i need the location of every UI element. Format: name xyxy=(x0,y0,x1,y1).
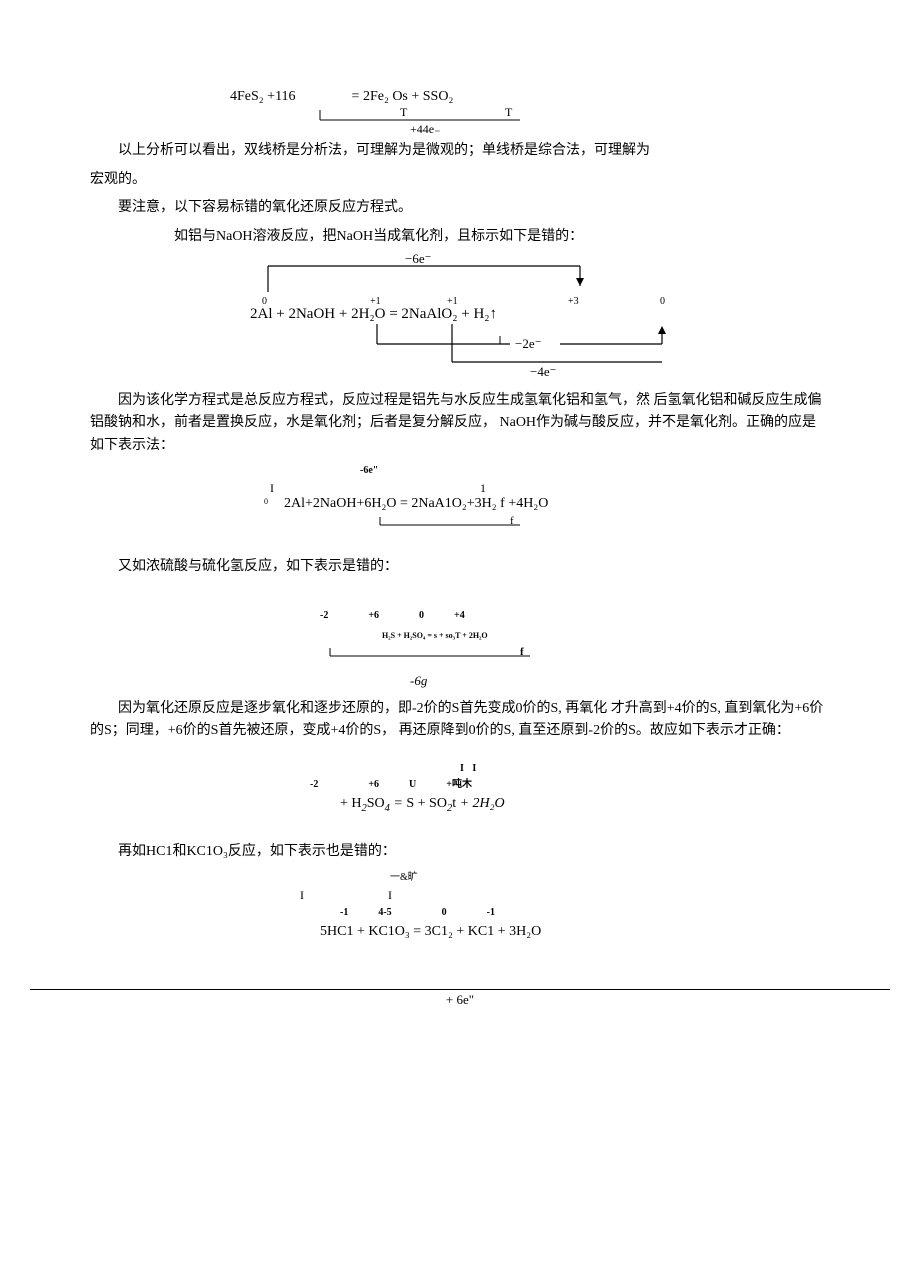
eq4-text: H₂S + H₂SO₄ = s + so₃T + 2H₂O xyxy=(382,631,488,640)
eq4-bot: -6g xyxy=(410,671,680,692)
svg-text:T: T xyxy=(400,108,408,119)
eq1-main: 4FeS₂ +116 = 2Fe₂ Os + SSO₂ xyxy=(230,86,630,108)
para-1: 以上分析可以看出，双线桥是分析法，可理解为是微观的；单线桥是综合法，可理解为 xyxy=(90,140,830,162)
eq3-top: -6e" xyxy=(360,463,690,479)
svg-text:2Al + 2NaOH + 2H₂O = 2Na: 2Al + 2NaOH + 2H₂O = 2NaAlO₂ + H₂↑ xyxy=(250,306,497,322)
svg-text:−6e⁻: −6e⁻ xyxy=(405,254,431,266)
para-1-text: 以上分析可以看出，双线桥是分析法，可理解为是微观的；单线桥是综合法，可理解为 xyxy=(118,143,650,158)
eq5-ticks: I I xyxy=(460,761,690,777)
footer-text: + 6e" xyxy=(0,990,920,1011)
eq5-ox: -2 +6 U +吨木 xyxy=(310,777,690,793)
svg-text:f: f xyxy=(510,516,514,527)
svg-text:+3: +3 xyxy=(568,296,579,307)
svg-text:0: 0 xyxy=(660,296,665,307)
eq4-ox: -2 +6 0 +4 xyxy=(320,608,680,624)
equation-3: -6e" I 1 0 2Al+2NaOH+6H₂O = 2NaA1O₂+3H₂ … xyxy=(270,463,690,542)
eq6-ox: -1 4-5 0 -1 xyxy=(340,905,700,921)
equation-5: I I -2 +6 U +吨木 + H2SO4 = S + SO2t + 2H₂… xyxy=(310,761,690,818)
eq4-bracket: f xyxy=(320,647,600,663)
para-4: 因为该化学方程式是总反应方程式，反应过程是铝先与水反应生成氢氧化铝和氢气，然 后… xyxy=(90,390,830,457)
equation-6: 一&旷 I I -1 4-5 0 -1 5HC1 + KC1O₃ = 3C1₂ … xyxy=(300,870,700,944)
para-1b: 宏观的。 xyxy=(90,169,830,191)
para-6: 因为氧化还原反应是逐步氧化和逐步还原的，即-2价的S首先变成0价的S, 再氧化 … xyxy=(90,698,830,743)
para-2: 要注意，以下容易标错的氧化还原反应方程式。 xyxy=(90,197,830,219)
eq3-bracket: f xyxy=(270,516,570,534)
equation-4: -2 +6 0 +4 H₂S + H₂SO₄ = s + so₃T + 2H₂O… xyxy=(320,608,680,692)
eq1-label: +44e₋ xyxy=(410,122,440,134)
para-5: 又如浓硫酸与硫化氢反应，如下表示是错的： xyxy=(90,556,830,578)
eq5-text: + H2SO4 = S + SO2t + 2H₂O xyxy=(340,793,690,818)
svg-text:−4e⁻: −4e⁻ xyxy=(530,364,556,379)
eq3-text: 2Al+2NaOH+6H₂O = 2NaA1O₂+3H₂ f +4H₂O xyxy=(284,496,548,511)
eq6-top: 一&旷 xyxy=(390,870,700,886)
eq1-bracket: T T +44e₋ xyxy=(230,108,530,134)
equation-2: −6e⁻ 0 +1 +1 +3 0 2Al + 2NaOH + 2H₂O = 2… xyxy=(230,254,690,384)
equation-1: 4FeS₂ +116 = 2Fe₂ Os + SSO₂ T T +44e₋ xyxy=(230,86,630,134)
svg-text:−2e⁻: −2e⁻ xyxy=(515,336,541,351)
para-7: 再如HC1和KC1O₃反应，如下表示也是错的： xyxy=(90,841,830,863)
svg-text:f: f xyxy=(520,647,524,658)
para-3: 如铝与NaOH溶液反应，把NaOH当成氧化剂，且标示如下是错的： xyxy=(90,226,830,248)
eq6-text: 5HC1 + KC1O₃ = 3C1₂ + KC1 + 3H₂O xyxy=(320,921,700,943)
eq3-ox-l: 0 xyxy=(264,496,268,509)
document-page: 4FeS₂ +116 = 2Fe₂ Os + SSO₂ T T +44e₋ 以上… xyxy=(0,0,920,989)
svg-text:T: T xyxy=(505,108,513,119)
eq6-ticks: I I xyxy=(300,886,700,905)
